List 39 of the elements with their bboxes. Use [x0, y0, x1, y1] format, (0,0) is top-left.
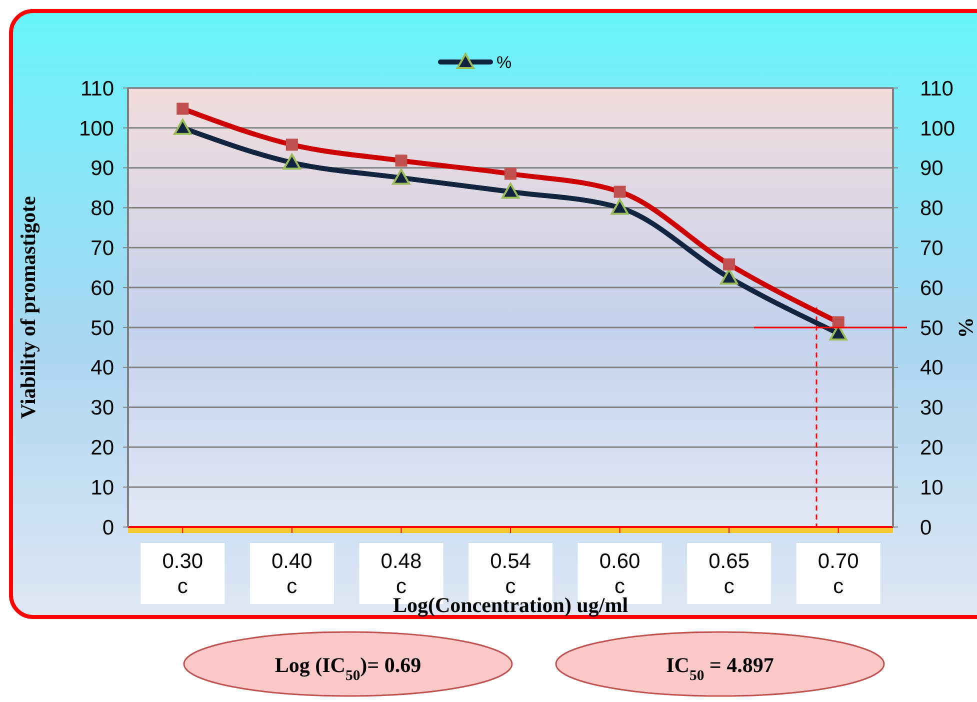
- y-tick-label: 110: [80, 77, 114, 100]
- y2-axis-title: %: [954, 316, 977, 338]
- y2-tick-label: 40: [920, 356, 944, 380]
- x-tick-label: 0.70 c: [818, 550, 859, 598]
- y-axis-title: Viability of promastigote: [16, 196, 40, 419]
- y2-tick-label: 0: [920, 516, 932, 540]
- y2-tick-label: 50: [920, 316, 944, 340]
- y2-tick-label: 60: [920, 276, 944, 300]
- y-tick-label: 60: [90, 276, 114, 300]
- point: [502, 182, 520, 199]
- y-tick-label: 100: [78, 117, 114, 140]
- y2-tick-label: 110: [920, 77, 954, 100]
- y2-tick-label: 70: [920, 236, 944, 260]
- y-tick-label: 50: [90, 316, 114, 340]
- point: [282, 154, 301, 170]
- y2-tick-label: 30: [920, 396, 944, 420]
- point: [610, 198, 629, 215]
- y-tick-label: 80: [90, 197, 114, 220]
- y2-tick-label: 20: [920, 436, 944, 460]
- y2-tick-label: 100: [920, 117, 956, 140]
- point: [392, 168, 410, 185]
- point: [720, 268, 738, 285]
- y-tick-label: 10: [90, 476, 114, 500]
- y-tick-label: 20: [90, 436, 114, 460]
- y2-tick-label: 10: [920, 476, 944, 500]
- x-tick-label: 0.65 c: [708, 550, 750, 598]
- y2-tick-label: 90: [920, 157, 944, 180]
- y-tick-label: 30: [90, 396, 114, 420]
- text: Log (IC$_{50}$)= 0.69: [274, 653, 422, 684]
- y-tick-label: 40: [90, 356, 114, 380]
- point: [174, 118, 192, 135]
- x-tick-label: 0.40 c: [271, 550, 312, 598]
- legend-label: %: [496, 52, 512, 72]
- y-tick-label: 90: [90, 157, 114, 180]
- text: IC$_{50}$ = 4.897: [666, 653, 774, 684]
- y-tick-label: 0: [102, 516, 114, 540]
- y-tick-label: 70: [90, 236, 114, 260]
- y2-tick-label: 80: [920, 197, 944, 220]
- x-tick-label: 0.30 c: [162, 550, 204, 598]
